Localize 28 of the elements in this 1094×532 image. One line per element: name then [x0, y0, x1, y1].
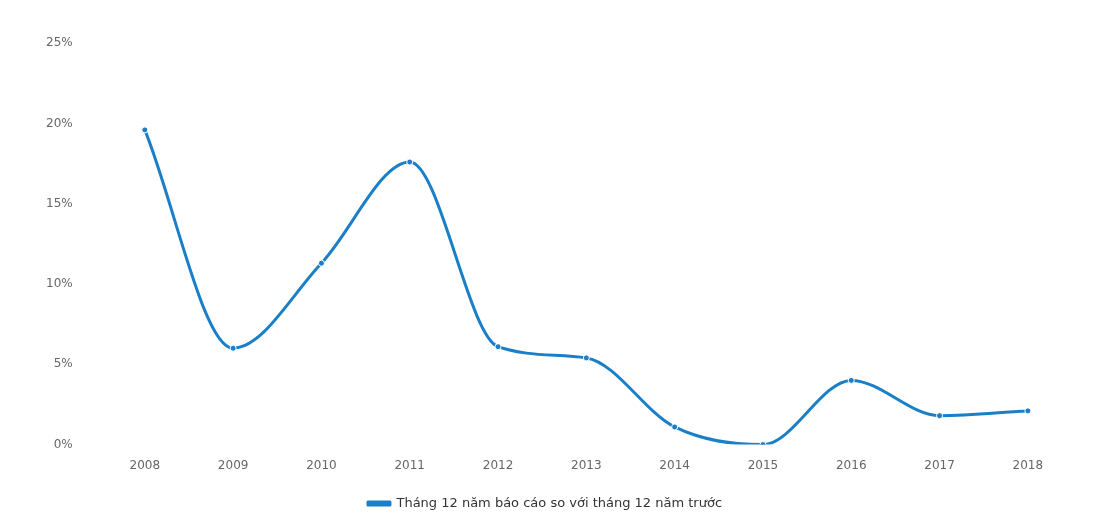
point	[406, 158, 414, 166]
x-tick-label: 2009	[217, 457, 249, 472]
x-tick-label: 2011	[394, 457, 425, 472]
x-tick-label: 2010	[306, 457, 337, 472]
x-tick-label: 2008	[129, 457, 161, 472]
legend-label: Tháng 12 năm báo cáo so với tháng 12 năm trước	[395, 494, 723, 510]
point	[229, 344, 237, 352]
point	[847, 376, 855, 384]
point	[1024, 407, 1032, 415]
point	[671, 423, 679, 431]
y-tick-label: 0%	[53, 436, 73, 451]
x-tick-label: 2014	[659, 457, 690, 472]
y-tick-label: 15%	[46, 195, 73, 210]
x-tick-label: 2016	[835, 457, 867, 472]
x-tick-label: 2015	[747, 457, 779, 472]
y-tick-label: 20%	[46, 115, 73, 130]
x-tick-label: 2018	[1012, 457, 1044, 472]
point	[582, 354, 590, 362]
point	[141, 126, 149, 134]
point	[317, 259, 325, 267]
x-tick-label: 2012	[482, 457, 514, 472]
y-tick-label: 5%	[53, 356, 73, 371]
point	[494, 343, 502, 351]
y-tick-label: 25%	[46, 35, 73, 50]
x-tick-label: 2017	[924, 457, 955, 472]
y-tick-label: 10%	[46, 276, 73, 291]
x-tick-label: 2013	[571, 457, 602, 472]
point	[936, 412, 944, 420]
